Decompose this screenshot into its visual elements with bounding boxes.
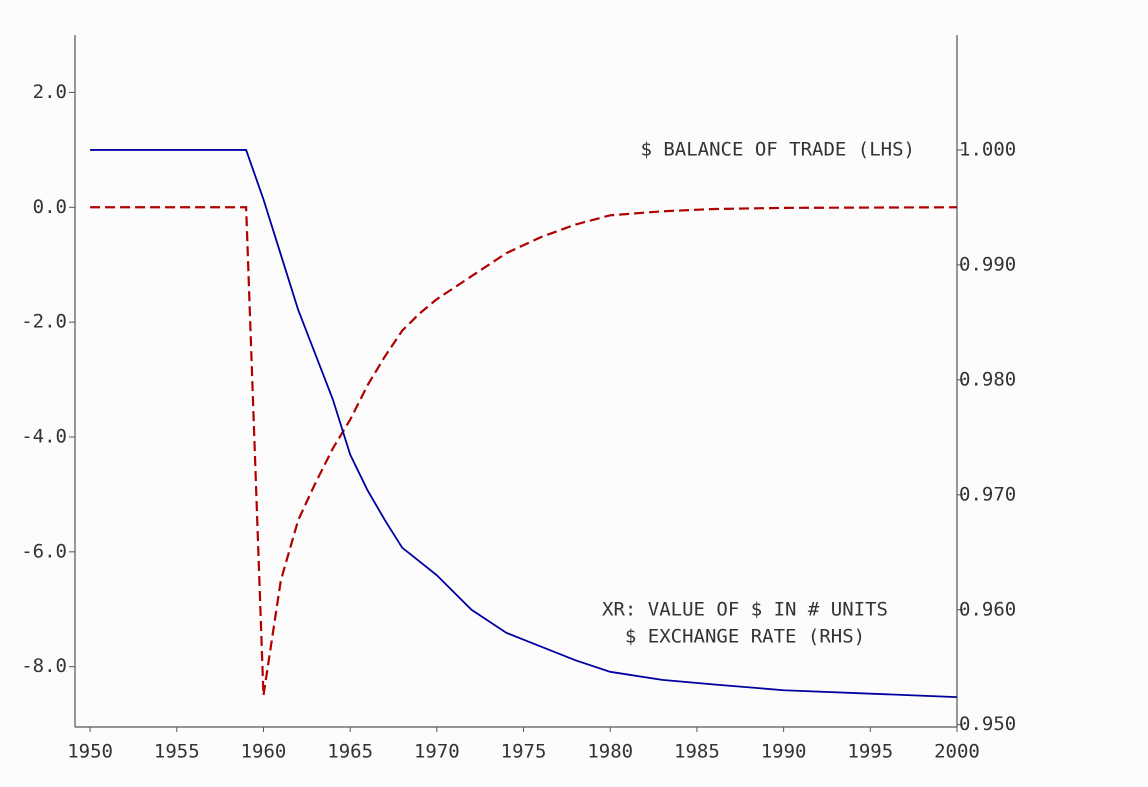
x-tick-label: 1980 (587, 741, 633, 763)
y2-tick-label: 0.950 (959, 713, 1016, 735)
y-tick-label: -2.0 (21, 311, 67, 333)
y-tick-label: -8.0 (21, 655, 67, 677)
y-tick-label: 0.0 (33, 196, 67, 218)
x-tick-label: 1995 (847, 741, 893, 763)
x-tick-label: 1960 (241, 741, 287, 763)
x-tick-label: 1975 (501, 741, 547, 763)
series-line (90, 206, 958, 696)
series-line (90, 149, 958, 699)
x-tick-label: 1990 (761, 741, 807, 763)
annotation: XR: VALUE OF $ IN # UNITS (602, 599, 888, 621)
x-tick-label: 2000 (934, 741, 980, 763)
x-tick-label: 1950 (67, 741, 113, 763)
y2-tick-label: 0.960 (959, 598, 1016, 620)
annotation: $ EXCHANGE RATE (RHS) (625, 626, 865, 648)
x-tick-label: 1985 (674, 741, 720, 763)
y2-tick-label: 0.990 (959, 253, 1016, 275)
y-tick-label: -6.0 (21, 540, 67, 562)
y2-tick-label: 0.980 (959, 368, 1016, 390)
y2-tick-label: 0.970 (959, 483, 1016, 505)
y-tick-label: -4.0 (21, 425, 67, 447)
y2-tick-label: 1.000 (959, 138, 1016, 160)
x-tick-label: 1970 (414, 741, 460, 763)
x-tick-label: 1965 (327, 741, 373, 763)
annotation: $ BALANCE OF TRADE (LHS) (640, 139, 915, 161)
y-tick-label: 2.0 (33, 81, 67, 103)
x-tick-label: 1955 (154, 741, 200, 763)
